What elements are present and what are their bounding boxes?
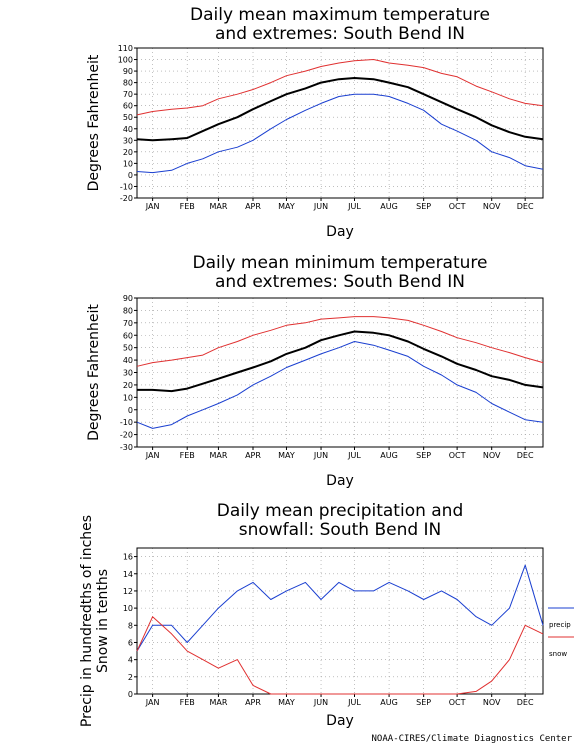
y-tick-label: 0 <box>128 690 133 699</box>
x-tick-label: MAY <box>278 202 295 211</box>
series-line-precip <box>136 564 544 652</box>
x-tick-label: SEP <box>416 698 431 707</box>
x-tick-label: OCT <box>449 451 466 460</box>
y-tick-label: 100 <box>118 56 133 65</box>
series-line-mean <box>136 77 544 142</box>
y-tick-label: 80 <box>123 79 133 88</box>
series-line-max <box>136 316 544 367</box>
x-tick-label: AUG <box>380 698 398 707</box>
y-axis-title: Snow in tenths <box>95 569 111 673</box>
y-tick-label: 8 <box>128 621 133 630</box>
x-axis-title: Day <box>326 224 354 240</box>
y-tick-label: 0 <box>128 406 133 415</box>
y-tick-label: -10 <box>120 182 133 191</box>
x-tick-label: MAR <box>209 451 227 460</box>
x-tick-label: JUN <box>313 451 328 460</box>
y-tick-label: 10 <box>123 393 133 402</box>
y-tick-label: 14 <box>123 570 133 579</box>
chart-title: Daily mean maximum temperature <box>190 5 490 25</box>
y-tick-label: 80 <box>123 306 133 315</box>
x-tick-label: DEC <box>517 451 534 460</box>
x-tick-label: JUL <box>347 202 361 211</box>
x-tick-label: FEB <box>180 698 195 707</box>
x-tick-label: APR <box>245 698 261 707</box>
chart-title: Daily mean precipitation and <box>217 501 464 521</box>
legend-label-precip: precip <box>549 621 571 629</box>
series-line-min <box>136 93 544 174</box>
x-axis-title: Day <box>326 473 354 489</box>
x-tick-label: DEC <box>517 698 534 707</box>
y-tick-label: 12 <box>123 587 133 596</box>
y-tick-label: 40 <box>123 125 133 134</box>
chart-title: snowfall: South Bend IN <box>239 520 442 540</box>
x-tick-label: NOV <box>483 451 501 460</box>
series-line-snow <box>136 616 544 695</box>
y-tick-label: 6 <box>128 638 133 647</box>
y-tick-label: 50 <box>123 113 133 122</box>
x-axis-title: Day <box>326 713 354 729</box>
y-tick-label: 90 <box>123 67 133 76</box>
x-tick-label: JUN <box>313 202 328 211</box>
x-tick-label: JAN <box>145 451 160 460</box>
x-tick-label: SEP <box>416 451 431 460</box>
y-tick-label: 2 <box>128 673 133 682</box>
y-tick-label: 30 <box>123 369 133 378</box>
x-tick-label: SEP <box>416 202 431 211</box>
y-tick-label: -20 <box>120 194 133 203</box>
y-tick-label: 30 <box>123 136 133 145</box>
x-tick-label: JUN <box>313 698 328 707</box>
y-tick-label: 70 <box>123 319 133 328</box>
x-tick-label: APR <box>245 451 261 460</box>
credit-text: NOAA-CIRES/Climate Diagnostics Center <box>372 734 573 744</box>
x-tick-label: JAN <box>145 698 160 707</box>
x-tick-label: MAR <box>209 202 227 211</box>
x-tick-label: OCT <box>449 698 466 707</box>
x-tick-label: APR <box>245 202 261 211</box>
y-tick-label: 10 <box>123 604 133 613</box>
x-tick-label: AUG <box>380 451 398 460</box>
y-tick-label: 20 <box>123 148 133 157</box>
x-tick-label: AUG <box>380 202 398 211</box>
x-tick-label: MAR <box>209 698 227 707</box>
x-tick-label: JUL <box>347 451 361 460</box>
y-tick-label: 16 <box>123 553 133 562</box>
y-axis-title: Degrees Fahrenheit <box>86 304 102 441</box>
x-tick-label: NOV <box>483 202 501 211</box>
y-tick-label: 90 <box>123 294 133 303</box>
chart-title: and extremes: South Bend IN <box>215 272 465 292</box>
x-tick-label: FEB <box>180 451 195 460</box>
y-tick-label: -30 <box>120 443 133 452</box>
y-tick-label: 60 <box>123 331 133 340</box>
y-tick-label: -20 <box>120 431 133 440</box>
y-tick-label: 10 <box>123 159 133 168</box>
series-line-max <box>136 59 544 116</box>
x-tick-label: DEC <box>517 202 534 211</box>
y-tick-label: 70 <box>123 90 133 99</box>
y-tick-label: -10 <box>120 418 133 427</box>
x-tick-label: JUL <box>347 698 361 707</box>
x-tick-label: FEB <box>180 202 195 211</box>
chart-title: Daily mean minimum temperature <box>193 253 488 273</box>
y-tick-label: 0 <box>128 171 133 180</box>
x-tick-label: JAN <box>145 202 160 211</box>
y-tick-label: 60 <box>123 102 133 111</box>
y-tick-label: 40 <box>123 356 133 365</box>
y-tick-label: 4 <box>128 656 133 665</box>
plot-frame <box>136 47 544 199</box>
x-tick-label: MAY <box>278 451 295 460</box>
y-axis-title: Degrees Fahrenheit <box>86 54 102 191</box>
chart-title: and extremes: South Bend IN <box>215 24 465 44</box>
x-tick-label: NOV <box>483 698 501 707</box>
series-line-mean <box>137 330 544 393</box>
legend-label-snow: snow <box>549 650 567 658</box>
y-tick-label: 110 <box>118 44 133 53</box>
series-line-min <box>136 341 544 429</box>
x-tick-label: OCT <box>449 202 466 211</box>
y-tick-label: 20 <box>123 381 133 390</box>
x-tick-label: MAY <box>278 698 295 707</box>
plot-frame <box>136 547 544 695</box>
y-tick-label: 50 <box>123 344 133 353</box>
y-axis-title: Precip in hundredths of inches <box>79 515 95 727</box>
